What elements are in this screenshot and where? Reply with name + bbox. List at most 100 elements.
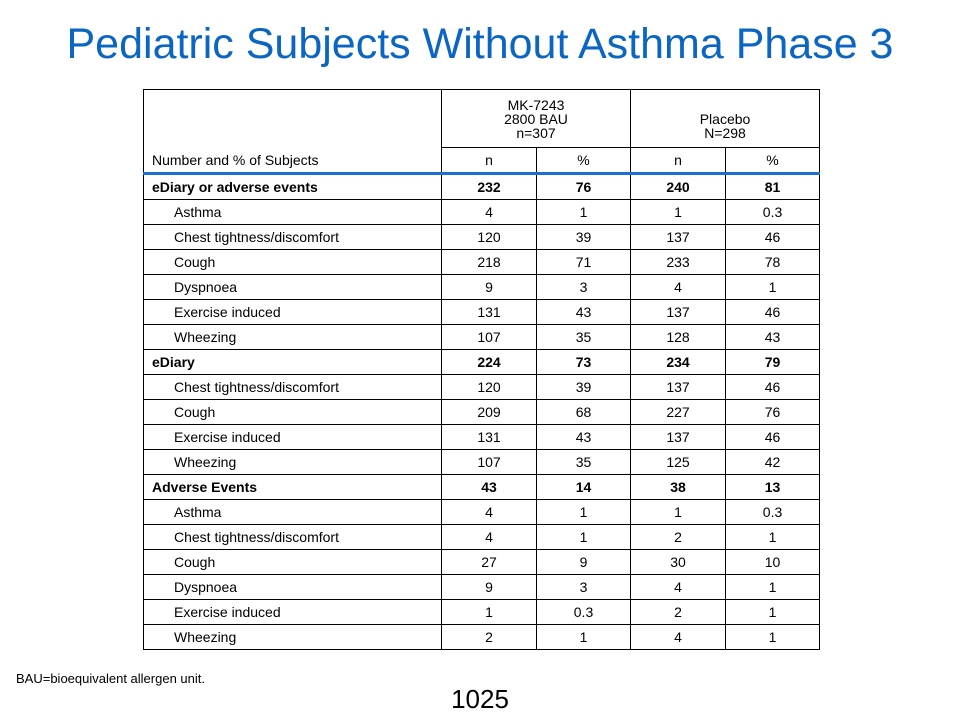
group-line: Placebo — [699, 110, 751, 127]
row-label: Cough — [143, 399, 442, 425]
cell-percent: 35 — [535, 449, 632, 475]
cell-count: 137 — [630, 424, 727, 450]
cell-count: 4 — [630, 624, 727, 650]
table-row: Wheezing 2 1 4 1 — [143, 624, 821, 650]
cell-percent: 79 — [725, 349, 821, 375]
cell-percent: 1 — [725, 274, 821, 300]
row-label: Dyspnoea — [143, 274, 442, 300]
cell-percent: 43 — [535, 424, 632, 450]
cell-count: 232 — [441, 173, 537, 200]
cell-percent: 76 — [535, 173, 632, 200]
cell-count: 9 — [441, 574, 537, 600]
table-row: Cough 27 9 30 10 — [143, 549, 821, 575]
cell-percent: 43 — [535, 299, 632, 325]
group-line — [631, 98, 819, 112]
cell-percent: 46 — [725, 374, 821, 400]
row-label: Asthma — [143, 199, 442, 225]
cell-count: 137 — [630, 299, 727, 325]
row-label: Exercise induced — [143, 424, 442, 450]
cell-count: 137 — [630, 224, 727, 250]
cell-percent: 46 — [725, 424, 821, 450]
cell-percent: 46 — [725, 299, 821, 325]
row-label: Cough — [143, 549, 442, 575]
cell-percent: 39 — [535, 374, 632, 400]
cell-percent: 78 — [725, 249, 821, 275]
cell-percent: 68 — [535, 399, 632, 425]
cell-percent: 0.3 — [725, 499, 821, 525]
cell-percent: 71 — [535, 249, 632, 275]
table-row: eDiary 224 73 234 79 — [143, 349, 821, 375]
group-header-mk7243: MK-7243 2800 BAU n=307 — [440, 89, 632, 148]
table-row: Asthma 4 1 1 0.3 — [143, 199, 821, 225]
table-row: Chest tightness/discomfort 4 1 2 1 — [143, 524, 821, 550]
row-label: Chest tightness/discomfort — [143, 374, 442, 400]
table-row: Adverse Events 43 14 38 13 — [143, 474, 821, 500]
cell-count: 4 — [441, 524, 537, 550]
results-table: MK-7243 2800 BAU n=307 Placebo N=298 Num… — [143, 89, 821, 650]
group-line: 2800 BAU — [504, 110, 568, 127]
cell-percent: 42 — [725, 449, 821, 475]
table-subheader-row: Number and % of Subjects n % n % — [143, 147, 821, 175]
cell-count: 1 — [441, 599, 537, 625]
subheader-pct: % — [535, 147, 632, 175]
cell-percent: 81 — [725, 173, 821, 200]
cell-count: 43 — [441, 474, 537, 500]
cell-count: 4 — [630, 274, 727, 300]
cell-percent: 10 — [725, 549, 821, 575]
table-row: Dyspnoea 9 3 4 1 — [143, 574, 821, 600]
table-row: Wheezing 107 35 128 43 — [143, 324, 821, 350]
cell-percent: 1 — [535, 524, 632, 550]
cell-count: 218 — [441, 249, 537, 275]
row-label: eDiary or adverse events — [143, 173, 442, 200]
group-line: MK-7243 — [507, 96, 565, 113]
cell-count: 4 — [441, 199, 537, 225]
cell-count: 240 — [630, 173, 727, 200]
table-row: Wheezing 107 35 125 42 — [143, 449, 821, 475]
cell-count: 120 — [441, 224, 537, 250]
group-line: N=298 — [704, 124, 746, 141]
cell-count: 120 — [441, 374, 537, 400]
row-label: Adverse Events — [143, 474, 442, 500]
slide-title: Pediatric Subjects Without Asthma Phase … — [66, 20, 894, 68]
cell-count: 9 — [441, 274, 537, 300]
cell-count: 38 — [630, 474, 727, 500]
row-header-label: Number and % of Subjects — [143, 147, 442, 175]
cell-percent: 1 — [725, 574, 821, 600]
row-label: Chest tightness/discomfort — [143, 224, 442, 250]
group-line: n=307 — [516, 124, 556, 141]
cell-count: 224 — [441, 349, 537, 375]
row-label: Wheezing — [143, 624, 442, 650]
cell-percent: 1 — [725, 624, 821, 650]
table-row: eDiary or adverse events 232 76 240 81 — [143, 173, 821, 200]
header-corner-cell — [143, 89, 442, 148]
cell-percent: 43 — [725, 324, 821, 350]
cell-count: 1 — [630, 499, 727, 525]
row-label: Exercise induced — [143, 599, 442, 625]
cell-count: 1 — [630, 199, 727, 225]
cell-percent: 1 — [535, 624, 632, 650]
cell-percent: 35 — [535, 324, 632, 350]
cell-count: 107 — [441, 324, 537, 350]
row-label: Chest tightness/discomfort — [143, 524, 442, 550]
cell-count: 27 — [441, 549, 537, 575]
table-row: Cough 218 71 233 78 — [143, 249, 821, 275]
cell-count: 227 — [630, 399, 727, 425]
cell-percent: 9 — [535, 549, 632, 575]
cell-percent: 3 — [535, 274, 632, 300]
row-label: Exercise induced — [143, 299, 442, 325]
row-label: Wheezing — [143, 449, 442, 475]
table-row: Chest tightness/discomfort 120 39 137 46 — [143, 224, 821, 250]
cell-percent: 3 — [535, 574, 632, 600]
row-label: Asthma — [143, 499, 442, 525]
cell-percent: 14 — [535, 474, 632, 500]
cell-percent: 46 — [725, 224, 821, 250]
row-label: Cough — [143, 249, 442, 275]
cell-percent: 0.3 — [725, 199, 821, 225]
cell-count: 2 — [630, 599, 727, 625]
cell-percent: 0.3 — [535, 599, 632, 625]
cell-percent: 1 — [725, 599, 821, 625]
cell-count: 128 — [630, 324, 727, 350]
subheader-n: n — [441, 147, 537, 175]
row-label: eDiary — [143, 349, 442, 375]
cell-count: 233 — [630, 249, 727, 275]
